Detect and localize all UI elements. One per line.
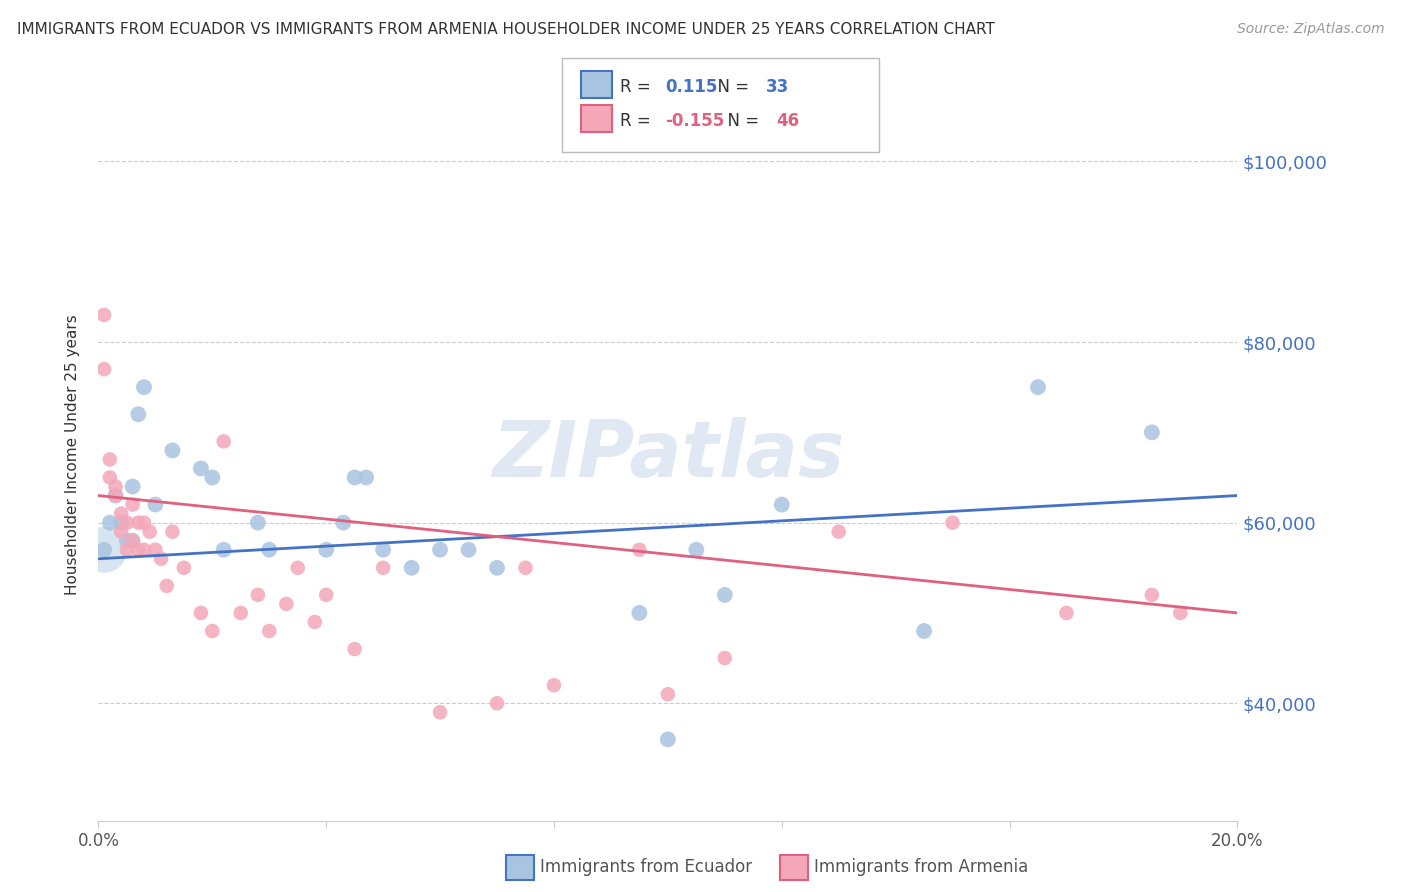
Point — [657, 687, 679, 701]
Point — [150, 551, 173, 566]
Point — [156, 579, 179, 593]
Text: N =: N = — [707, 78, 755, 95]
Text: N =: N = — [717, 112, 765, 129]
Point — [259, 624, 281, 638]
Point — [1026, 380, 1049, 394]
Text: IMMIGRANTS FROM ECUADOR VS IMMIGRANTS FROM ARMENIA HOUSEHOLDER INCOME UNDER 25 Y: IMMIGRANTS FROM ECUADOR VS IMMIGRANTS FR… — [17, 22, 995, 37]
Point — [714, 651, 737, 665]
Point — [354, 470, 377, 484]
Point — [714, 588, 737, 602]
Point — [110, 524, 132, 539]
Point — [373, 542, 395, 557]
Point — [429, 542, 451, 557]
Point — [343, 470, 366, 484]
Point — [121, 498, 143, 512]
Point — [104, 489, 127, 503]
Point — [173, 561, 195, 575]
Point — [287, 561, 309, 575]
Text: R =: R = — [620, 112, 657, 129]
Point — [121, 533, 143, 548]
Point — [373, 561, 395, 575]
Point — [132, 380, 155, 394]
Point — [132, 516, 155, 530]
Point — [276, 597, 298, 611]
Point — [628, 542, 651, 557]
Point — [110, 516, 132, 530]
Text: R =: R = — [620, 78, 657, 95]
Point — [259, 542, 281, 557]
Point — [201, 470, 224, 484]
Point — [246, 588, 269, 602]
Point — [828, 524, 851, 539]
Point — [912, 624, 935, 638]
Point — [145, 498, 167, 512]
Point — [121, 533, 143, 548]
Point — [229, 606, 252, 620]
Point — [132, 542, 155, 557]
Point — [942, 516, 965, 530]
Text: 46: 46 — [776, 112, 799, 129]
Point — [162, 443, 184, 458]
Point — [515, 561, 537, 575]
Point — [93, 542, 115, 557]
Point — [104, 479, 127, 493]
Point — [127, 542, 149, 557]
Point — [657, 732, 679, 747]
Point — [190, 461, 212, 475]
Point — [145, 542, 167, 557]
Point — [127, 407, 149, 421]
Point — [212, 542, 235, 557]
Point — [115, 533, 138, 548]
Point — [115, 516, 138, 530]
Point — [162, 524, 184, 539]
Point — [486, 696, 509, 710]
Point — [110, 507, 132, 521]
Text: 0.115: 0.115 — [665, 78, 717, 95]
Point — [104, 489, 127, 503]
Point — [1170, 606, 1192, 620]
Point — [457, 542, 479, 557]
Point — [1056, 606, 1078, 620]
Point — [685, 542, 707, 557]
Point — [190, 606, 212, 620]
Point — [486, 561, 509, 575]
Point — [1140, 425, 1163, 440]
Point — [98, 516, 121, 530]
Point — [121, 479, 143, 493]
Point — [1140, 588, 1163, 602]
Point — [543, 678, 565, 692]
Point — [343, 642, 366, 657]
Text: Source: ZipAtlas.com: Source: ZipAtlas.com — [1237, 22, 1385, 37]
Text: Immigrants from Ecuador: Immigrants from Ecuador — [540, 858, 752, 876]
Point — [401, 561, 423, 575]
Point — [246, 516, 269, 530]
Point — [429, 706, 451, 720]
Point — [770, 498, 793, 512]
Point — [138, 524, 160, 539]
Point — [93, 542, 115, 557]
Point — [115, 542, 138, 557]
Point — [315, 588, 337, 602]
Text: 33: 33 — [766, 78, 790, 95]
Point — [93, 362, 115, 376]
Text: Immigrants from Armenia: Immigrants from Armenia — [814, 858, 1028, 876]
Point — [212, 434, 235, 449]
Text: ZIPatlas: ZIPatlas — [492, 417, 844, 493]
Text: -0.155: -0.155 — [665, 112, 724, 129]
Point — [93, 308, 115, 322]
Point — [98, 470, 121, 484]
Point — [628, 606, 651, 620]
Point — [127, 516, 149, 530]
Point — [201, 624, 224, 638]
Point — [315, 542, 337, 557]
Point — [304, 615, 326, 629]
Point — [98, 452, 121, 467]
Point — [332, 516, 354, 530]
Y-axis label: Householder Income Under 25 years: Householder Income Under 25 years — [65, 315, 80, 595]
